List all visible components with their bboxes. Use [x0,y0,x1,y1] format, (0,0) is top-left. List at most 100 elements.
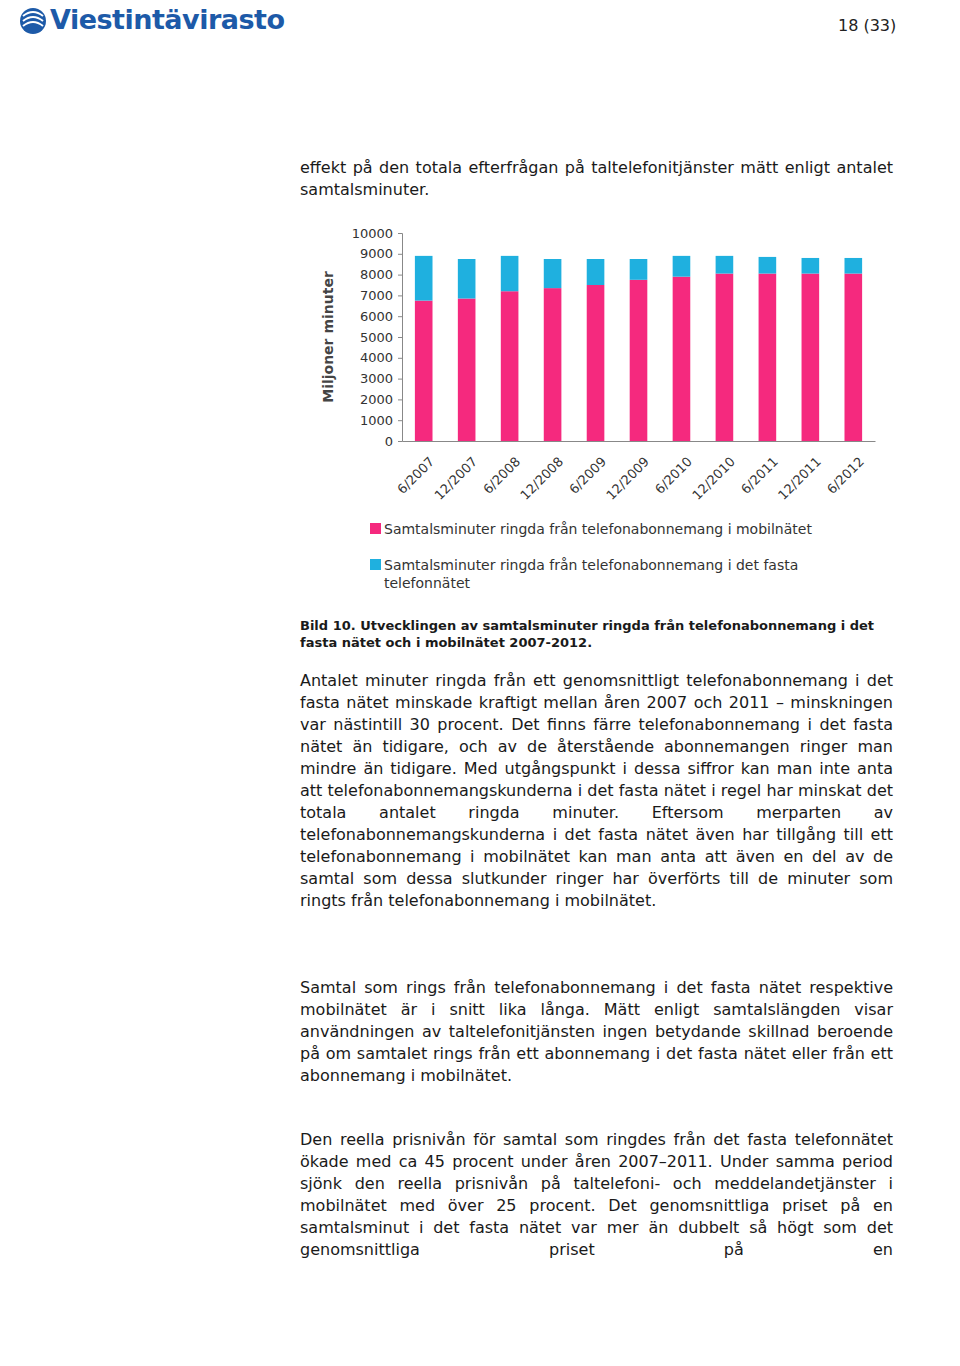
x-tick: 6/2011 [738,441,781,497]
bar [673,277,691,441]
paragraph: Samtal som rings från telefonabonnemang … [300,977,893,1087]
y-tick: 5000 [360,330,402,345]
logo-wave-1 [23,17,43,21]
bar [716,274,734,441]
y-tick-label: 8000 [360,267,393,282]
y-tick-label: 10000 [352,226,393,241]
y-tick: 3000 [360,371,402,386]
bar [716,256,734,274]
bar [458,299,476,441]
x-tick: 12/2011 [775,441,824,503]
x-tick-label: 12/2007 [431,454,480,503]
y-tick: 2000 [360,392,402,407]
x-tick: 6/2007 [394,441,437,497]
logo-wave-0 [23,12,43,16]
y-tick: 4000 [360,350,402,365]
x-axis-line [403,441,876,442]
x-tick: 12/2007 [431,441,480,503]
bars [415,256,862,441]
bar [759,274,777,441]
y-tick-mark [398,399,402,400]
bar [844,258,862,274]
bar [630,259,648,280]
x-tick: 6/2010 [652,441,695,497]
y-tick-label: 6000 [360,309,393,324]
series-0 [415,274,862,441]
bar [802,258,820,274]
x-tick-label: 6/2007 [394,454,437,497]
bar [587,259,605,285]
y-tick-mark [398,420,402,421]
y-tick-label: 7000 [360,288,393,303]
paragraph: Antalet minuter ringda från ett genomsni… [300,670,893,912]
y-tick-mark [398,379,402,380]
y-tick-label: 3000 [360,371,393,386]
y-tick-label: 5000 [360,330,393,345]
y-tick-label: 4000 [360,350,393,365]
y-tick: 6000 [360,309,402,324]
y-tick-label: 9000 [360,246,393,261]
bar [415,256,433,301]
bar [544,288,562,441]
y-tick-mark [398,295,402,296]
x-tick: 6/2012 [824,441,867,497]
y-tick-label: 0 [385,434,393,449]
x-tick-label: 6/2011 [738,454,781,497]
x-tick-label: 6/2012 [824,454,867,497]
page-number: 18 (33) [838,16,896,35]
y-axis-line [398,234,403,442]
page: Viestintävirasto 18 (33) effekt på den tot… [0,0,960,1366]
bar [673,256,691,277]
bar [415,301,433,441]
paragraph: Den reella prisnivån för samtal som ring… [300,1129,893,1261]
y-tick: 9000 [360,246,402,261]
bar [759,257,777,274]
x-axis: 6/200712/20076/200812/20086/200912/20096… [394,441,875,503]
x-tick-label: 12/2008 [517,454,566,503]
x-tick: 12/2009 [603,441,652,503]
y-tick-mark [398,337,402,338]
x-tick: 6/2009 [566,441,609,497]
y-tick: 1000 [360,413,402,428]
x-tick-label: 12/2011 [775,454,824,503]
x-tick: 6/2008 [480,441,523,497]
bar [544,259,562,288]
y-tick-mark [398,441,402,442]
y-axis: 0 1000 2000 3000 4000 5000 6000 7000 8000 9000 100… [352,226,403,449]
bar [501,291,519,441]
chart: 0 1000 2000 3000 4000 5000 6000 7000 8000 9000 100… [0,0,960,520]
y-tick-mark [398,358,402,359]
x-tick-label: 12/2010 [689,454,738,503]
logo-wave-2 [23,22,43,26]
caption: Bild 10. Utvecklingen av samtalsminuter … [300,617,893,651]
x-tick-label: 6/2008 [480,454,523,497]
legend-swatch [370,559,381,570]
legend-text: Samtalsminuter ringda från telefonabonne… [384,556,830,592]
y-tick-label: 2000 [360,392,393,407]
x-tick-label: 12/2009 [603,454,652,503]
y-tick-mark [398,316,402,317]
y-tick: 7000 [360,288,402,303]
y-tick-mark [398,275,402,276]
series-1 [415,256,862,301]
y-tick-mark [398,254,402,255]
bar [802,274,820,441]
bar [587,285,605,441]
y-tick: 8000 [360,267,402,282]
x-tick-label: 6/2009 [566,454,609,497]
bar [501,256,519,291]
intro-text: effekt på den totala efterfrågan på talt… [300,157,893,201]
bar [458,259,476,299]
logo-text: Viestintävirasto [50,4,285,35]
x-tick: 12/2010 [689,441,738,503]
y-tick: 0 [385,434,402,449]
bar [630,280,648,441]
y-axis-title: Miljoner minuter [320,271,336,403]
x-tick-label: 6/2010 [652,454,695,497]
x-tick: 12/2008 [517,441,566,503]
logo-icon [18,6,48,36]
bar [844,274,862,441]
y-tick-label: 1000 [360,413,393,428]
legend-swatch [370,523,381,534]
y-tick-mark [398,233,402,234]
